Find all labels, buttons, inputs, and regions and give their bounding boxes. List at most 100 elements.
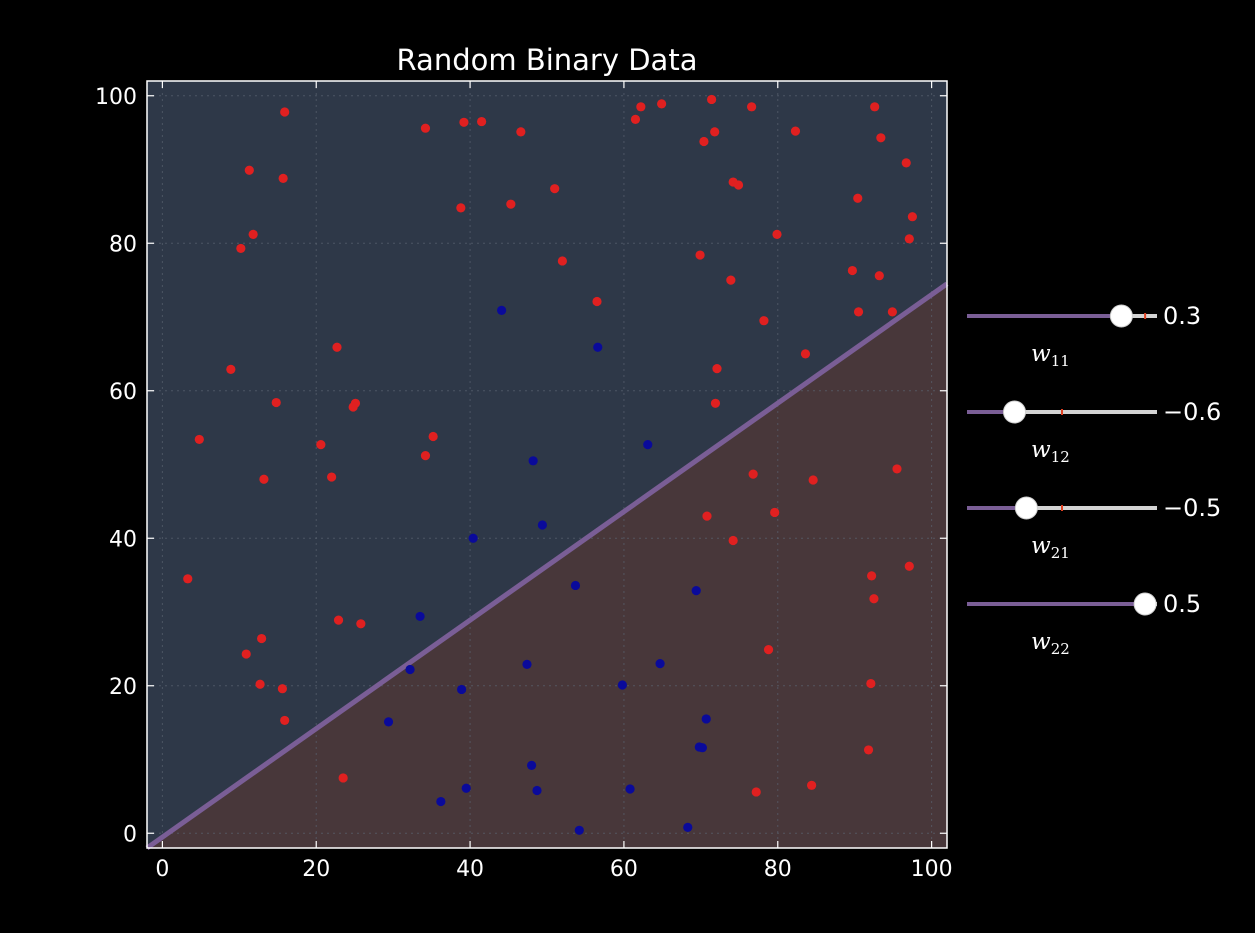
region-upper bbox=[147, 81, 947, 848]
y-tick-label-2: 40 bbox=[109, 527, 137, 552]
data-point-blue-13 bbox=[527, 760, 537, 771]
data-point-red-32 bbox=[557, 256, 567, 266]
data-point-blue-18 bbox=[625, 784, 635, 794]
data-point-red-5 bbox=[226, 364, 236, 374]
data-point-red-49 bbox=[710, 398, 721, 408]
data-point-red-29 bbox=[516, 127, 526, 137]
x-tick-label-2: 40 bbox=[456, 857, 484, 882]
slider-label-w12: w12 bbox=[1031, 437, 1070, 466]
slider-w11[interactable]: 0.3 w11 bbox=[967, 302, 1201, 370]
data-point-red-33 bbox=[592, 296, 602, 307]
data-point-red-37 bbox=[707, 94, 717, 105]
data-point-red-4 bbox=[236, 243, 246, 254]
data-point-red-43 bbox=[695, 250, 705, 260]
data-point-red-48 bbox=[712, 364, 722, 374]
data-point-blue-8 bbox=[383, 717, 394, 727]
data-point-blue-21 bbox=[701, 714, 711, 724]
data-point-red-39 bbox=[699, 136, 709, 147]
data-point-red-1 bbox=[244, 165, 254, 175]
slider-handle-w22[interactable] bbox=[1133, 592, 1157, 616]
data-point-red-20 bbox=[333, 615, 344, 625]
data-point-red-68 bbox=[904, 561, 914, 571]
data-point-red-44 bbox=[726, 275, 736, 285]
data-point-blue-14 bbox=[532, 785, 542, 796]
data-point-red-8 bbox=[183, 574, 193, 584]
data-point-red-61 bbox=[748, 469, 758, 479]
data-point-red-62 bbox=[808, 475, 818, 485]
data-point-blue-0 bbox=[497, 305, 507, 315]
data-point-red-9 bbox=[259, 474, 269, 484]
data-point-red-57 bbox=[853, 193, 863, 203]
slider-w21[interactable]: −0.5 w21 bbox=[967, 494, 1221, 562]
data-point-blue-6 bbox=[415, 611, 425, 622]
slider-w12[interactable]: −0.6 w12 bbox=[967, 398, 1221, 466]
data-point-blue-19 bbox=[574, 825, 584, 835]
x-tick-label-3: 60 bbox=[610, 857, 638, 882]
data-point-red-63 bbox=[892, 464, 902, 474]
data-point-red-55 bbox=[876, 133, 886, 143]
x-tick-label-4: 80 bbox=[764, 857, 792, 882]
slider-handle-w21[interactable] bbox=[1014, 496, 1038, 520]
data-point-red-0 bbox=[280, 107, 290, 117]
plot-area: 0 20 40 60 80 100 0 20 40 60 80 100 bbox=[95, 80, 953, 882]
y-tick-label-3: 60 bbox=[109, 380, 137, 405]
data-point-red-53 bbox=[887, 307, 897, 317]
data-point-red-30 bbox=[506, 199, 516, 209]
slider-handle-w12[interactable] bbox=[1003, 400, 1026, 424]
data-point-red-66 bbox=[728, 535, 738, 546]
data-point-red-2 bbox=[278, 173, 288, 183]
data-point-red-65 bbox=[770, 507, 780, 518]
data-point-blue-15 bbox=[570, 580, 581, 591]
data-point-red-15 bbox=[316, 439, 326, 450]
data-point-red-72 bbox=[863, 745, 874, 755]
data-point-red-51 bbox=[847, 265, 857, 276]
data-point-red-46 bbox=[772, 229, 782, 239]
data-point-red-13 bbox=[277, 684, 287, 694]
data-point-blue-1 bbox=[593, 342, 603, 352]
slider-w22[interactable]: 0.5 w22 bbox=[967, 590, 1201, 658]
x-tick-label-5: 100 bbox=[911, 857, 953, 882]
data-point-blue-20 bbox=[691, 586, 701, 596]
data-point-blue-9 bbox=[457, 684, 467, 695]
data-point-red-58 bbox=[907, 212, 917, 222]
y-tick-label-5: 100 bbox=[95, 85, 137, 110]
data-point-blue-2 bbox=[643, 439, 653, 450]
data-point-red-73 bbox=[807, 780, 817, 790]
weight-sliders: 0.3 w11 −0.6 w12 −0.5 w21 0.5 w22 bbox=[967, 302, 1221, 658]
slider-value-w12: −0.6 bbox=[1163, 398, 1221, 426]
data-point-red-56 bbox=[901, 158, 911, 168]
data-point-blue-11 bbox=[436, 796, 446, 807]
data-point-red-60 bbox=[874, 271, 884, 281]
data-point-red-19 bbox=[350, 398, 361, 408]
data-point-red-6 bbox=[194, 434, 204, 445]
data-point-red-28 bbox=[428, 431, 438, 442]
data-point-red-16 bbox=[327, 472, 337, 482]
data-point-red-45 bbox=[759, 316, 769, 326]
data-point-red-3 bbox=[248, 229, 258, 239]
data-point-blue-3 bbox=[528, 456, 538, 466]
data-point-red-67 bbox=[867, 571, 877, 581]
data-point-red-25 bbox=[477, 116, 487, 127]
slider-value-w22: 0.5 bbox=[1163, 590, 1201, 618]
data-point-red-70 bbox=[763, 645, 774, 655]
data-point-blue-7 bbox=[405, 664, 415, 675]
x-tick-label-1: 20 bbox=[302, 857, 330, 882]
data-point-red-12 bbox=[255, 679, 265, 689]
data-point-red-26 bbox=[456, 203, 466, 213]
data-point-red-40 bbox=[710, 127, 720, 137]
data-point-red-50 bbox=[800, 349, 811, 359]
data-point-blue-4 bbox=[537, 520, 547, 530]
slider-value-w11: 0.3 bbox=[1163, 302, 1201, 330]
slider-handle-w11[interactable] bbox=[1109, 304, 1133, 328]
slider-label-w21: w21 bbox=[1031, 533, 1070, 562]
data-point-blue-16 bbox=[617, 680, 627, 690]
slider-value-w21: −0.5 bbox=[1163, 494, 1221, 522]
data-point-red-11 bbox=[241, 649, 251, 659]
data-point-red-23 bbox=[420, 123, 431, 133]
data-point-blue-12 bbox=[461, 783, 471, 793]
data-point-red-24 bbox=[459, 117, 469, 127]
data-point-red-42 bbox=[733, 180, 744, 190]
data-point-red-22 bbox=[338, 773, 348, 783]
data-point-red-7 bbox=[271, 397, 281, 408]
